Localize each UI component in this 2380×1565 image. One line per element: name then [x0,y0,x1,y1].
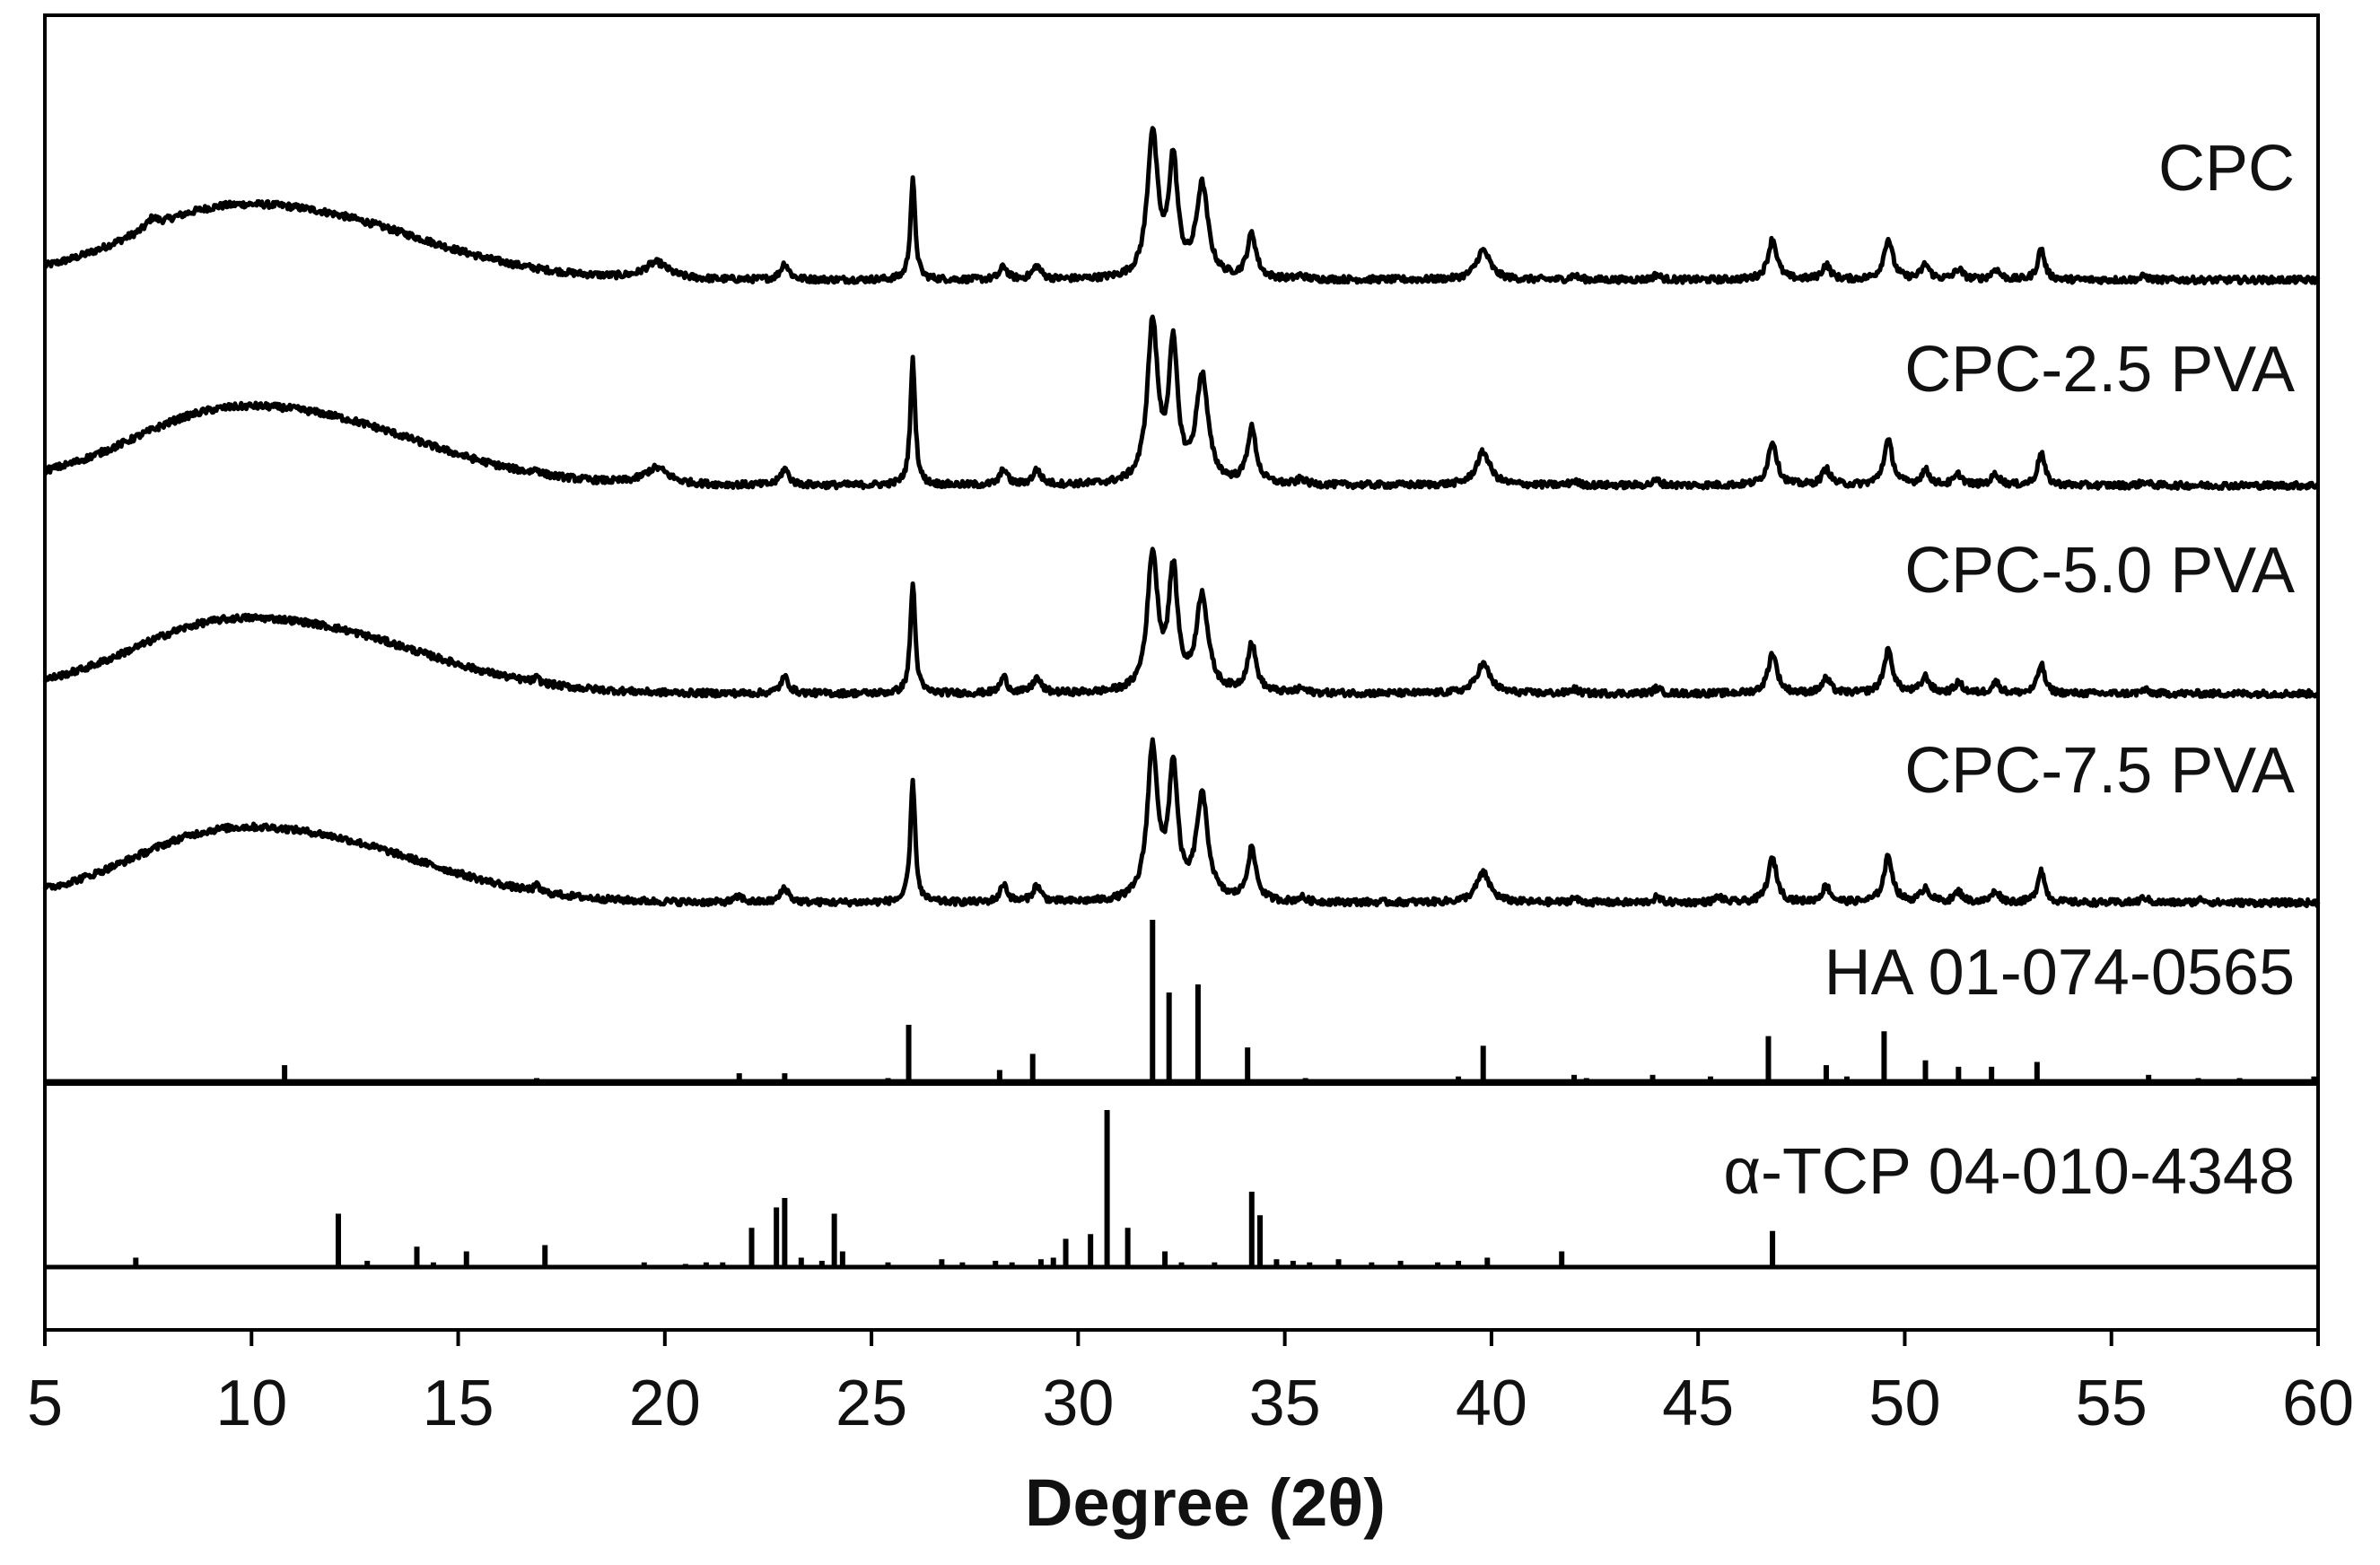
x-tick-label: 30 [1042,1368,1114,1439]
reference-label-1: HA 01-074-0565 [1824,937,2295,1009]
series-line-1 [42,126,2321,286]
plot-frames-layer [43,13,2320,1332]
series-label-1: CPC [2158,133,2295,205]
series-line-4 [42,737,2321,909]
x-tick-label: 10 [215,1368,287,1439]
x-axis-label: Degree (2θ) [1025,1465,1386,1540]
series-line-3 [42,546,2321,700]
series-labels-layer: CPC CPC-2.5 PVA CPC-5.0 PVA CPC-7.5 PVA HA 0… [1723,133,2295,1208]
x-tick-label: 50 [1868,1368,1940,1439]
x-tick-label: 25 [836,1368,907,1439]
x-tick-label: 35 [1249,1368,1321,1439]
x-tick-label: 60 [2282,1368,2354,1439]
x-tick-label: 20 [629,1368,701,1439]
x-tick-label: 5 [27,1368,63,1439]
x-ticks-layer: 5 10 15 20 25 30 35 40 45 50 55 60 [27,1330,2354,1439]
x-tick-label: 15 [422,1368,494,1439]
x-tick-label: 40 [1456,1368,1527,1439]
x-tick-label: 55 [2076,1368,2148,1439]
series-label-2: CPC-2.5 PVA [1904,334,2295,406]
series-label-3: CPC-5.0 PVA [1904,535,2295,607]
series-label-4: CPC-7.5 PVA [1904,735,2295,807]
series-line-2 [43,314,2320,492]
pattern-lines-layer [42,126,2321,909]
reference-sticks-layer [45,920,2318,1270]
reference-label-2: α-TCP 04-010-4348 [1723,1136,2295,1208]
x-tick-label: 45 [1662,1368,1734,1439]
